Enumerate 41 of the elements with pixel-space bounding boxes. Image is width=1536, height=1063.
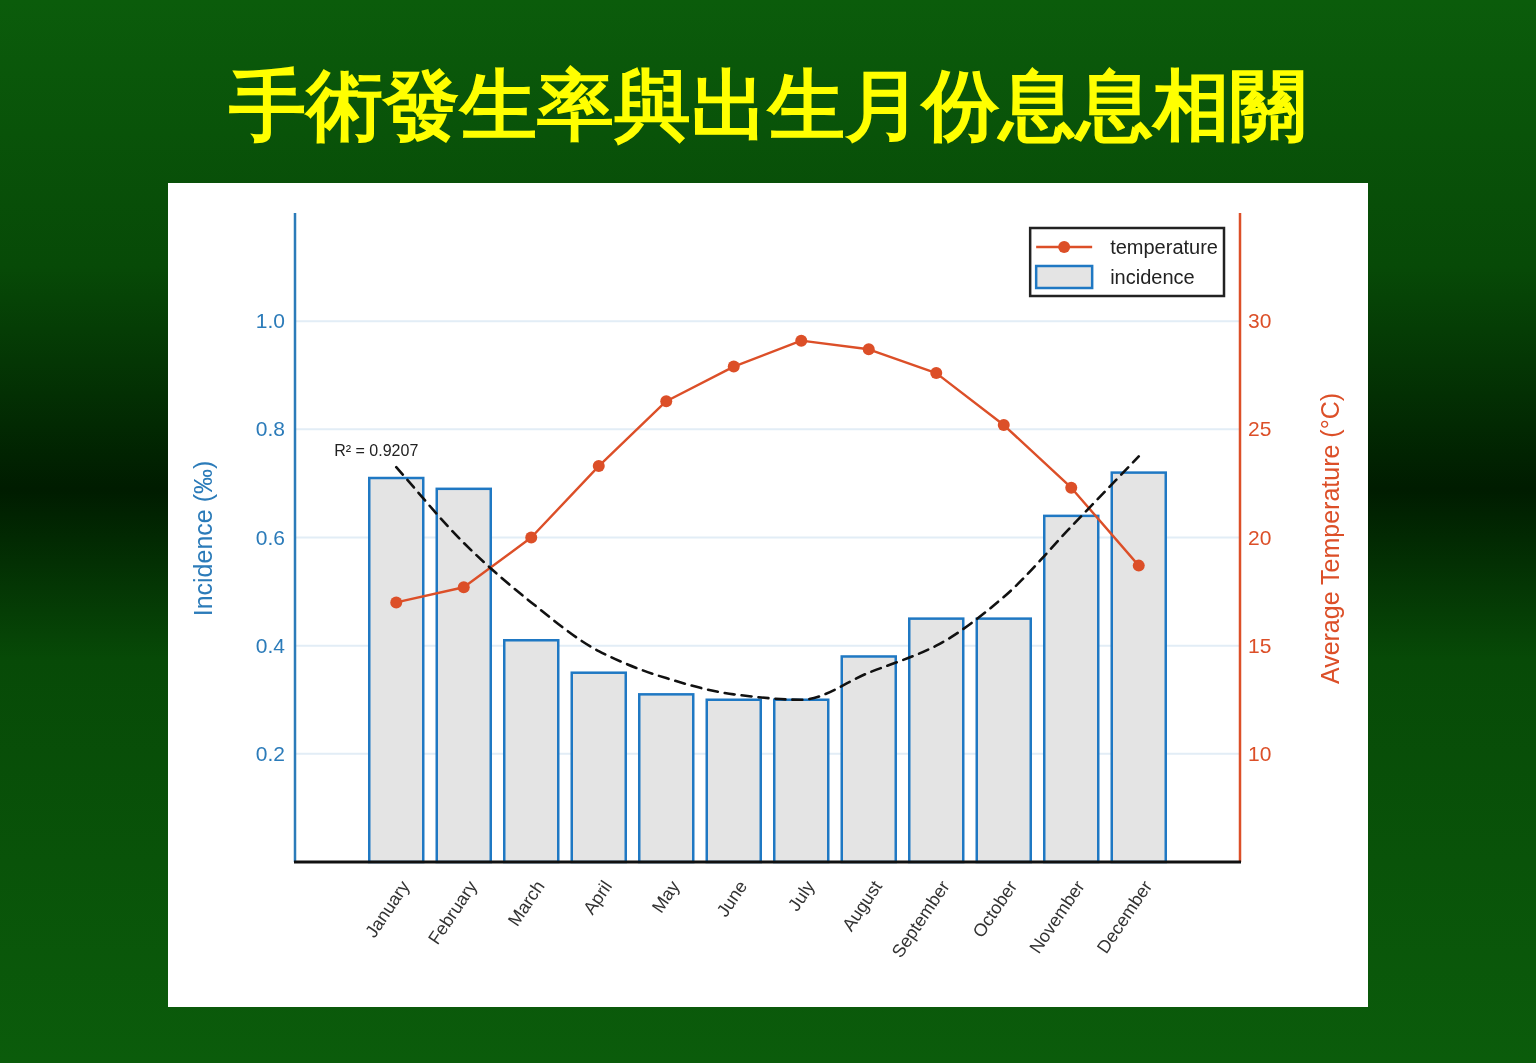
bar	[705, 698, 762, 864]
point	[1065, 481, 1078, 494]
y2-tick-label: 30	[1248, 309, 1272, 333]
y2-tick-label: 10	[1248, 741, 1272, 765]
bar	[638, 693, 695, 864]
y2-tick-label: 15	[1248, 633, 1272, 657]
bar	[840, 655, 897, 864]
point	[997, 419, 1010, 432]
legend-label: incidence	[1110, 266, 1195, 288]
y2-tick-label: 20	[1248, 525, 1272, 549]
bar	[908, 617, 965, 864]
point	[727, 360, 740, 373]
bar	[975, 617, 1032, 864]
point	[795, 334, 808, 347]
point	[592, 460, 605, 473]
chart-title: 手術發生率與出生月份息息相關	[229, 62, 1307, 148]
point	[1132, 559, 1145, 572]
y-tick-label: 0.8	[255, 417, 285, 441]
y2-axis-title: Average Temperature (°C)	[1316, 392, 1344, 685]
x-tick-label: July	[784, 877, 819, 915]
bar	[503, 639, 560, 864]
point	[930, 367, 943, 380]
point	[457, 581, 470, 594]
bar	[435, 487, 492, 864]
bar	[773, 698, 830, 864]
bar	[1110, 471, 1167, 864]
point	[390, 596, 403, 609]
y-tick-label: 0.6	[255, 525, 285, 549]
annotation: R² = 0.9207	[334, 442, 419, 460]
point	[525, 531, 538, 544]
legend-label: temperature	[1110, 236, 1218, 258]
y-tick-label: 0.2	[255, 741, 285, 765]
y-tick-label: 0.4	[255, 633, 286, 657]
y2-tick-label: 25	[1248, 417, 1272, 441]
bar	[570, 671, 627, 864]
point	[660, 395, 673, 408]
y-axis-title: Incidence (‰)	[189, 460, 217, 617]
bar	[368, 476, 425, 864]
bar	[1043, 514, 1100, 864]
point	[862, 343, 875, 356]
y-tick-label: 1.0	[255, 309, 285, 333]
